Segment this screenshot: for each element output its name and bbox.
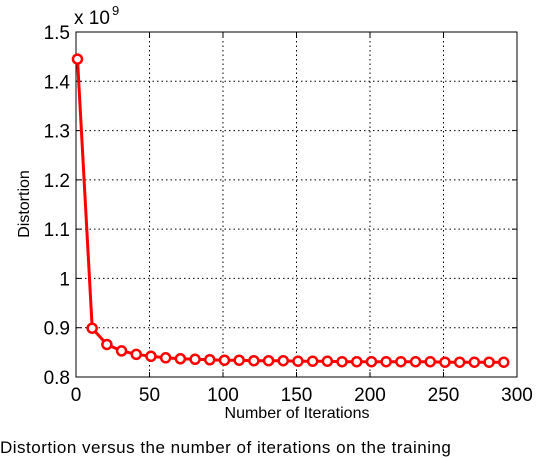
data-point <box>365 355 378 368</box>
data-point <box>277 354 290 367</box>
data-point <box>321 355 334 367</box>
y-tick-label: 1.2 <box>44 171 70 192</box>
x-tick-labels: 0 50 100 150 200 250 300 <box>71 385 533 406</box>
data-point <box>174 353 187 365</box>
axis-ticks <box>75 31 518 378</box>
x-tick-label: 50 <box>139 385 160 406</box>
data-point <box>336 355 348 368</box>
data-point <box>453 356 466 368</box>
data-point <box>306 355 319 367</box>
data-point <box>218 354 231 366</box>
data-point <box>351 355 363 368</box>
data-point <box>424 355 437 368</box>
y-tick-label: 1.4 <box>44 72 71 93</box>
data-point <box>145 350 157 363</box>
y-tick-label: 1.5 <box>44 23 70 44</box>
y-axis-label: Distortion <box>16 170 33 238</box>
grid-lines <box>76 32 517 377</box>
data-point <box>115 345 128 357</box>
data-point <box>409 355 422 368</box>
x-tick-label: 200 <box>354 385 386 406</box>
x-tick-label: 0 <box>71 385 82 406</box>
y-tick-label: 0.8 <box>44 368 70 389</box>
data-point <box>101 338 113 351</box>
data-point <box>130 348 143 361</box>
series-line <box>76 59 504 364</box>
figure-caption: Distortion versus the number of iteratio… <box>0 438 452 457</box>
data-point <box>233 354 245 366</box>
data-point <box>439 356 451 368</box>
y-exponent-label: x 10 <box>74 8 110 29</box>
y-tick-labels: 0.8 0.9 1 1.1 1.2 1.3 1.4 1.5 <box>44 23 71 389</box>
y-tick-label: 0.9 <box>44 319 70 340</box>
data-point <box>380 355 392 368</box>
data-point <box>468 356 481 368</box>
y-exponent-power: 9 <box>112 3 119 18</box>
x-axis-label: Number of Iterations <box>225 405 370 422</box>
x-tick-label: 100 <box>207 385 239 406</box>
y-tick-label: 1.3 <box>44 122 70 143</box>
data-point <box>86 322 98 334</box>
data-point <box>395 355 407 368</box>
data-point <box>159 352 172 364</box>
x-tick-label: 150 <box>281 385 313 406</box>
x-tick-label: 250 <box>428 385 460 406</box>
distortion-chart: 0.8 0.9 1 1.1 1.2 1.3 1.4 1.5 0 50 100 150 200 250 30… <box>16 3 533 422</box>
data-point <box>71 53 84 65</box>
data-point <box>262 354 275 367</box>
data-point <box>204 354 216 366</box>
y-tick-label: 1.1 <box>44 220 70 241</box>
series-markers <box>71 53 510 368</box>
data-point <box>292 355 304 367</box>
data-point <box>248 354 260 367</box>
data-point <box>498 356 510 368</box>
data-point <box>483 356 495 368</box>
x-tick-label: 300 <box>501 385 533 406</box>
y-tick-label: 1 <box>59 269 70 290</box>
data-point <box>189 353 201 366</box>
